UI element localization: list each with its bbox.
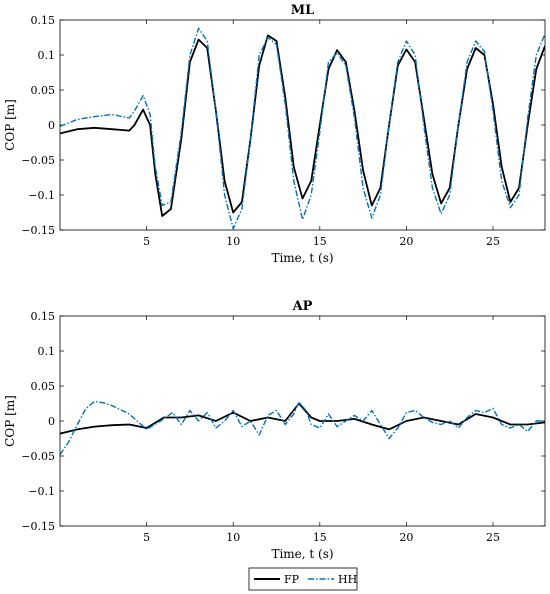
ml-xtick-label: 10 (226, 235, 240, 248)
ap-ytick-label: 0.05 (31, 380, 56, 393)
ap-series-hh-line (60, 400, 545, 455)
ap-xtick-label: 25 (486, 531, 500, 544)
ap-ylabel: COP [m] (3, 395, 17, 447)
ml-xtick-label: 5 (143, 235, 150, 248)
ml-series-fp-line (60, 34, 545, 217)
ap-ytick-label: −0.15 (21, 520, 55, 533)
ml-ytick-label: −0.05 (21, 154, 55, 167)
legend: FP HH (248, 567, 358, 591)
ml-series-hh-line (60, 27, 545, 230)
ml-axes: −0.15 −0.1 −0.05 0 0.05 0.1 0.15 5 10 15 20 25 ML Tim… (3, 3, 546, 265)
ml-title: ML (291, 3, 315, 18)
ap-title: AP (292, 299, 313, 314)
ml-ytick-label: 0 (48, 119, 55, 132)
ap-xlabel: Time, t (s) (271, 547, 333, 561)
ml-ytick-label: 0.1 (38, 49, 56, 62)
ml-ylabel: COP [m] (3, 99, 17, 151)
ap-ytick-label: 0.1 (38, 345, 56, 358)
ml-ytick-label: 0.15 (31, 14, 56, 27)
legend-box (248, 567, 358, 591)
ap-ytick-label: 0 (48, 415, 55, 428)
ap-xtick-label: 5 (143, 531, 150, 544)
ml-ytick-label: −0.1 (28, 189, 55, 202)
legend-hh-label: HH (338, 573, 357, 586)
ap-ytick-label: −0.05 (21, 450, 55, 463)
ap-axes: −0.15 −0.1 −0.05 0 0.05 0.1 0.15 5 10 15 20 25 AP Tim… (3, 299, 546, 561)
ml-xtick-label: 15 (313, 235, 327, 248)
ap-series-fp-line (60, 402, 545, 435)
ap-xtick-label: 15 (313, 531, 327, 544)
ml-xtick-label: 20 (399, 235, 413, 248)
ap-plot-frame (59, 315, 546, 527)
ml-ytick-label: −0.15 (21, 224, 55, 237)
ap-ytick-label: −0.1 (28, 485, 55, 498)
ml-plot-frame (59, 19, 546, 231)
ml-xlabel: Time, t (s) (271, 251, 333, 265)
ap-ytick-label: 0.15 (31, 310, 56, 323)
ml-ytick-label: 0.05 (31, 84, 56, 97)
ml-xtick-label: 25 (486, 235, 500, 248)
ap-xtick-label: 20 (399, 531, 413, 544)
legend-fp-label: FP (284, 573, 300, 586)
ap-xtick-label: 10 (226, 531, 240, 544)
